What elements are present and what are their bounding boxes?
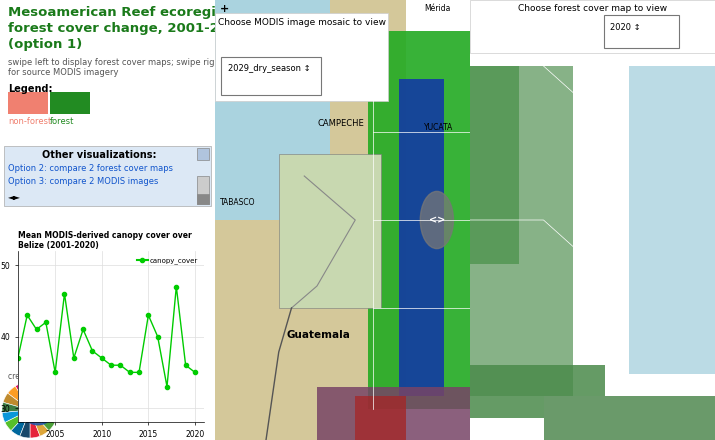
- Wedge shape: [8, 386, 30, 410]
- Wedge shape: [30, 386, 52, 410]
- Bar: [215, 13, 388, 101]
- Text: CAMPECHE: CAMPECHE: [317, 119, 364, 128]
- Wedge shape: [30, 410, 58, 422]
- Text: Option 3: compare 2 MODIS images: Option 3: compare 2 MODIS images: [8, 177, 159, 186]
- Bar: [470, 0, 715, 53]
- Text: YUCATA: YUCATA: [424, 123, 453, 132]
- Text: Choose forest cover map to view: Choose forest cover map to view: [518, 4, 667, 13]
- Text: BZ: BZ: [20, 403, 31, 413]
- Text: Guatemala: Guatemala: [287, 330, 350, 340]
- Bar: [317, 387, 470, 440]
- Text: ◄►: ◄►: [8, 192, 21, 201]
- Bar: [543, 396, 715, 440]
- Bar: [50, 92, 90, 114]
- Text: Other visualizations:: Other visualizations:: [41, 150, 157, 160]
- Wedge shape: [30, 382, 45, 410]
- Text: for source MODIS imagery: for source MODIS imagery: [8, 68, 119, 77]
- Bar: [279, 154, 381, 308]
- Bar: [629, 66, 715, 374]
- Wedge shape: [30, 410, 40, 438]
- Bar: [4, 146, 211, 206]
- Text: Option 2: compare 2 forest cover maps: Option 2: compare 2 forest cover maps: [8, 164, 173, 173]
- Wedge shape: [3, 393, 30, 410]
- Text: Mérida: Mérida: [424, 4, 450, 13]
- Text: <>: <>: [429, 215, 445, 225]
- Bar: [470, 66, 573, 396]
- Text: 2029_dry_season ↕: 2029_dry_season ↕: [228, 64, 310, 73]
- Bar: [240, 0, 330, 167]
- Bar: [368, 31, 470, 409]
- Text: SDG: SDG: [35, 403, 53, 413]
- Wedge shape: [30, 393, 57, 410]
- Bar: [197, 176, 209, 204]
- Bar: [197, 148, 209, 160]
- Wedge shape: [30, 402, 58, 413]
- Bar: [470, 66, 519, 264]
- Text: forest: forest: [50, 117, 74, 126]
- Text: forest cover change, 2001-2020: forest cover change, 2001-2020: [8, 22, 247, 35]
- Bar: [355, 396, 406, 440]
- Wedge shape: [20, 410, 30, 438]
- Wedge shape: [2, 402, 30, 413]
- Wedge shape: [25, 382, 35, 410]
- Bar: [217, 33, 233, 40]
- Wedge shape: [5, 410, 30, 431]
- Wedge shape: [2, 410, 30, 422]
- Text: 2020 ↕: 2020 ↕: [610, 23, 640, 32]
- Bar: [215, 0, 406, 440]
- Text: Mesoamerican Reef ecoregion: Mesoamerican Reef ecoregion: [8, 6, 235, 19]
- Text: TABASCO: TABASCO: [220, 198, 255, 207]
- Text: Legend:: Legend:: [8, 84, 52, 94]
- Text: Mean MODIS-derived canopy cover over
Belize (2001-2020): Mean MODIS-derived canopy cover over Bel…: [18, 231, 192, 250]
- Text: swipe left to display forest cover maps; swipe right: swipe left to display forest cover maps;…: [8, 58, 223, 67]
- Circle shape: [420, 191, 453, 249]
- Text: +: +: [220, 4, 230, 15]
- Text: non-forest: non-forest: [8, 117, 51, 126]
- Legend: canopy_cover: canopy_cover: [134, 254, 201, 267]
- Wedge shape: [30, 410, 49, 436]
- Bar: [197, 194, 209, 204]
- Text: (option 1): (option 1): [8, 38, 82, 51]
- Bar: [215, 0, 292, 220]
- Text: credit: derived from NASA MODIS data: credit: derived from NASA MODIS data: [8, 372, 155, 381]
- Bar: [470, 365, 605, 418]
- Bar: [398, 79, 445, 396]
- Wedge shape: [15, 382, 30, 410]
- Bar: [8, 92, 48, 114]
- Wedge shape: [30, 410, 55, 431]
- Wedge shape: [11, 410, 30, 436]
- Circle shape: [21, 391, 55, 425]
- Text: Choose MODIS image mosaic to view: Choose MODIS image mosaic to view: [217, 18, 385, 26]
- FancyBboxPatch shape: [222, 57, 321, 95]
- FancyBboxPatch shape: [603, 15, 679, 48]
